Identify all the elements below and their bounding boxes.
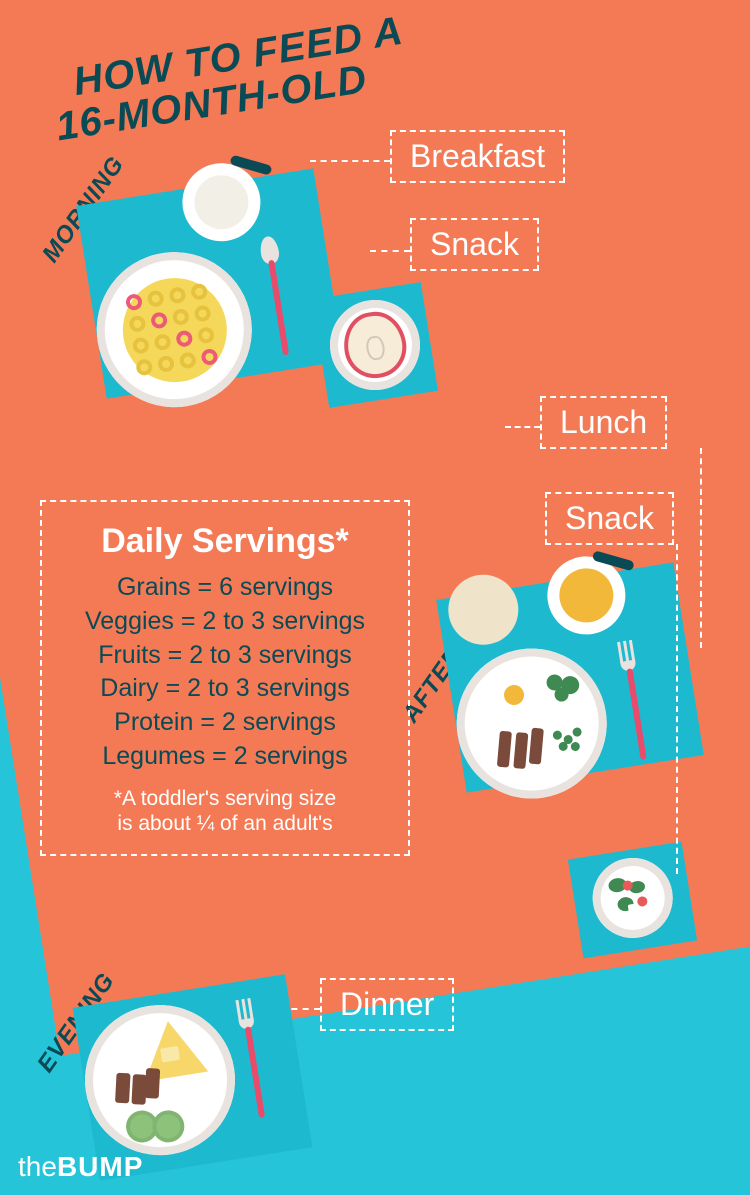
servings-title: Daily Servings* — [64, 522, 386, 561]
label-dinner: Dinner — [320, 978, 454, 1031]
placemat-snack-morning — [312, 282, 438, 408]
placemat-afternoon — [436, 562, 704, 792]
brand-footer: theBUMP — [18, 1151, 143, 1183]
broccoli-icon — [541, 670, 588, 714]
servings-note: *A toddler's serving size is about ¼ of … — [64, 786, 386, 836]
connector-1 — [310, 160, 390, 162]
servings-line: Fruits = 2 to 3 servings — [64, 639, 386, 673]
label-breakfast: Breakfast — [390, 130, 565, 183]
connector-vertical-2 — [700, 448, 702, 648]
servings-line: Grains = 6 servings — [64, 571, 386, 605]
butter-icon — [160, 1046, 180, 1063]
peas-icon — [552, 726, 594, 762]
servings-box: Daily Servings* Grains = 6 servings Vegg… — [40, 500, 410, 856]
brand-the: the — [18, 1151, 57, 1182]
label-lunch: Lunch — [540, 396, 667, 449]
label-snack-afternoon: Snack — [545, 492, 674, 545]
cereal-rings-icon — [118, 273, 232, 387]
label-snack-morning: Snack — [410, 218, 539, 271]
salad-icon — [603, 868, 662, 927]
servings-line: Protein = 2 servings — [64, 706, 386, 740]
placemat-morning — [76, 168, 344, 398]
servings-line: Veggies = 2 to 3 servings — [64, 605, 386, 639]
brand-bump: BUMP — [57, 1151, 143, 1182]
servings-line: Dairy = 2 to 3 servings — [64, 672, 386, 706]
placemat-evening — [73, 974, 313, 1180]
connector-3 — [505, 426, 540, 428]
meat-strips-icon — [490, 724, 552, 776]
servings-line: Legumes = 2 servings — [64, 740, 386, 774]
servings-lines: Grains = 6 servings Veggies = 2 to 3 ser… — [64, 571, 386, 774]
apple-half-icon — [339, 308, 411, 383]
meat-dinner-icon — [110, 1067, 166, 1114]
connector-vertical — [676, 544, 678, 874]
connector-2 — [370, 250, 410, 252]
